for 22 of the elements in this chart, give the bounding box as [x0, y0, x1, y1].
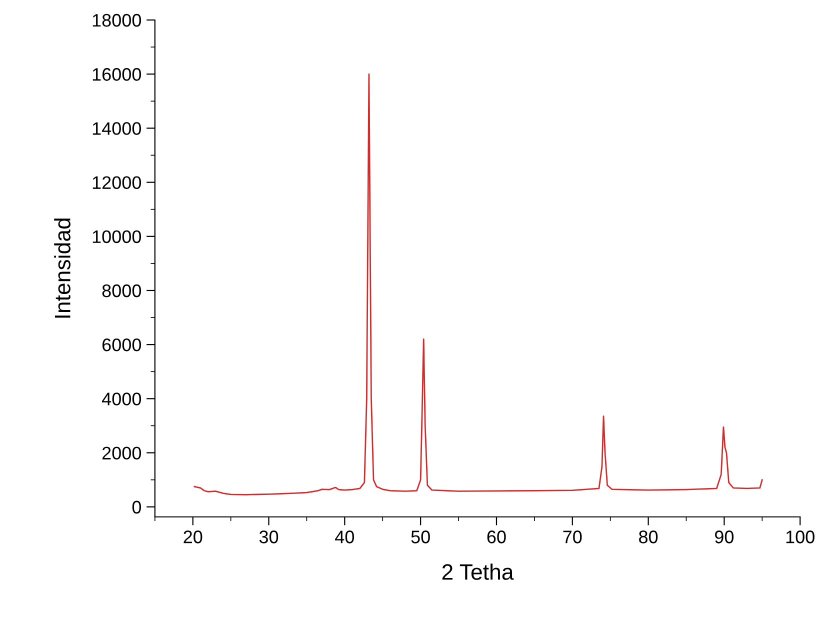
x-tick-label: 80 [639, 530, 658, 544]
y-tick-label: 14000 [92, 122, 142, 135]
y-tick-label: 2000 [102, 446, 142, 460]
y-tick-label: 18000 [92, 14, 142, 27]
y-tick-label: 12000 [92, 176, 142, 190]
y-tick-label: 8000 [102, 284, 142, 298]
x-axis-title: 2 Tetha [442, 564, 514, 580]
y-tick-label: 10000 [92, 230, 142, 244]
y-axis-title: Intensidad [54, 218, 70, 318]
y-tick-label: 0 [132, 500, 142, 514]
y-tick-label: 4000 [102, 392, 142, 406]
x-tick-label: 50 [411, 530, 430, 544]
x-tick-label: 70 [563, 530, 582, 544]
x-tick-label: 30 [259, 530, 278, 544]
y-tick-label: 6000 [102, 338, 142, 352]
x-tick-label: 60 [487, 530, 506, 544]
y-tick-label: 16000 [92, 68, 142, 81]
x-tick-label: 40 [335, 530, 354, 544]
line-series [194, 73, 763, 496]
x-tick-label: 90 [715, 530, 734, 544]
x-tick-label: 20 [184, 530, 202, 544]
x-tick-label: 100 [786, 530, 814, 544]
